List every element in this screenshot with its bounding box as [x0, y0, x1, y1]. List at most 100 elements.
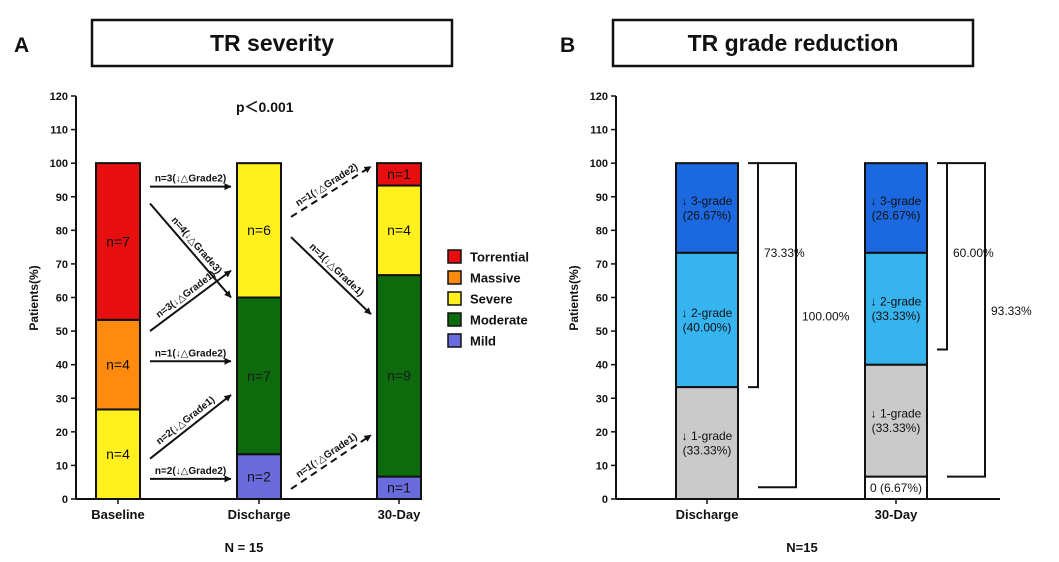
- panel-a-ylabel: Patients(%): [27, 265, 41, 330]
- chart-b-y-tick-label: 0: [602, 494, 608, 506]
- chart-b-bar-2-grade-discharge: [675, 251, 739, 389]
- chart-a-arrow-label: n=1(↑△Grade2): [294, 162, 360, 209]
- chart-a-transition-arrow: [149, 394, 232, 460]
- chart-a-legend-swatch-severe: [447, 291, 462, 306]
- chart-a-bar-moderate-30-day: [376, 274, 422, 478]
- chart-a-y-tick-label: 70: [56, 259, 68, 271]
- chart-b-y-tick-label: 30: [596, 393, 608, 405]
- chart-b-y-tick-label: 70: [596, 259, 608, 271]
- chart-b-bar-1-grade-30-day: [864, 363, 928, 478]
- chart-b-y-tick-label: 50: [596, 326, 608, 338]
- chart-b-bracket-label: 73.33%: [764, 246, 805, 260]
- chart-a-bar-torrential-30-day: [376, 162, 422, 187]
- panel-b-n-label: N=15: [786, 540, 817, 555]
- chart-b-data-label: (40.00%): [683, 320, 732, 334]
- chart-b-y-tick-label: 10: [596, 460, 608, 472]
- chart-a-data-label: n=4: [387, 222, 411, 238]
- chart-b-data-label: 0 (6.67%): [870, 481, 922, 495]
- chart-b-y-tick-label: 90: [596, 192, 608, 204]
- chart-a-arrow-label: n=3(↓△Grade2): [155, 174, 226, 185]
- chart-b-bracket-label: 93.33%: [991, 304, 1032, 318]
- chart-b-data-label: ↓ 3-grade: [682, 194, 733, 208]
- chart-a-y-tick-label: 80: [56, 225, 68, 237]
- chart-a-y-tick-label: 10: [56, 460, 68, 472]
- chart-b-data-label: (33.33%): [683, 443, 732, 457]
- chart-a-arrow-label: n=3(↓△Grade1): [154, 269, 218, 320]
- chart-a-y-tick-label: 60: [56, 293, 68, 305]
- chart-b-y-tick-label: 80: [596, 225, 608, 237]
- chart-b-y-tick-label: 110: [590, 125, 608, 137]
- panel-b-title: TR grade reduction: [688, 30, 899, 56]
- chart-a-data-label: n=2: [247, 469, 271, 485]
- chart-a-data-label: n=1: [387, 166, 411, 182]
- panel-a-n-label: N = 15: [225, 540, 264, 555]
- chart-a-data-label: n=4: [106, 357, 130, 373]
- chart-a-arrow-label: n=4(↓△Grade3): [169, 215, 224, 276]
- chart-b-y-tick-label: 60: [596, 293, 608, 305]
- chart-a-legend-swatch-moderate: [447, 312, 462, 327]
- panel-a-title: TR severity: [210, 30, 334, 56]
- chart-b-data-label: ↓ 1-grade: [682, 429, 733, 443]
- chart-b-bracket: [748, 162, 759, 389]
- chart-a-bar-massive-baseline: [95, 318, 141, 411]
- chart-a-y-tick-label: 40: [56, 360, 68, 372]
- chart-a-arrow-label: n=1(↓△Grade2): [155, 348, 226, 359]
- chart-a-legend-label-torrential: Torrential: [470, 250, 529, 265]
- chart-a-y-tick-label: 120: [50, 91, 68, 103]
- chart-b-y-tick-label: 100: [590, 158, 608, 170]
- chart-b-bracket: [937, 162, 948, 351]
- chart-a-arrow-label: n=1(↓△Grade1): [307, 242, 366, 299]
- chart-b-bracket: [947, 162, 986, 478]
- chart-b-y-tick-label: 120: [590, 91, 608, 103]
- panel-a-pvalue: p＜0.001: [236, 99, 294, 115]
- chart-a-y-tick-label: 0: [62, 494, 68, 506]
- chart-b-bar-2-grade-30-day: [864, 251, 928, 366]
- chart-b-data-label: (26.67%): [683, 208, 732, 222]
- chart-a: 0 10 20 30 40 50 60 70 80 90 100 110 120 n=4 n=4 n=7 Bas…: [50, 91, 529, 522]
- chart-a-transition-arrow: [290, 165, 372, 218]
- chart-a-legend-swatch-massive: [447, 270, 462, 285]
- chart-b-x-tick-label: Discharge: [676, 507, 739, 522]
- chart-a-transition-arrow: [149, 269, 232, 332]
- chart-a-arrow-label: n=1(↑△Grade1): [294, 431, 359, 480]
- chart-a-bar-torrential-baseline: [95, 162, 141, 321]
- chart-b-data-label: ↓ 3-grade: [871, 194, 922, 208]
- chart-b-bracket-label: 100.00%: [802, 309, 850, 323]
- chart-a-arrow-label: n=2(↓△Grade1): [154, 395, 217, 448]
- chart-b-data-label: ↓ 2-grade: [682, 306, 733, 320]
- chart-a-legend-label-mild: Mild: [470, 334, 496, 349]
- panel-b-ylabel: Patients(%): [567, 265, 581, 330]
- chart-a-bar-moderate-discharge: [236, 296, 282, 456]
- chart-a-legend-label-massive: Massive: [470, 271, 521, 286]
- chart-a-data-label: n=6: [247, 222, 271, 238]
- chart-a-x-tick-label: 30-Day: [378, 507, 421, 522]
- chart-a-y-tick-label: 100: [50, 158, 68, 170]
- chart-a-bar-severe-discharge: [236, 162, 282, 299]
- chart-a-x-tick-label: Discharge: [228, 507, 291, 522]
- chart-b-bracket-label: 60.00%: [953, 246, 994, 260]
- chart-b-data-label: (33.33%): [872, 309, 921, 323]
- chart-a-legend-swatch-mild: [447, 333, 462, 348]
- chart-b-y-tick-label: 20: [596, 427, 608, 439]
- chart-a-y-tick-label: 110: [50, 125, 68, 137]
- chart-a-arrow-label: n=2(↓△Grade2): [155, 466, 226, 477]
- chart-b-bar-3-grade-30-day: [864, 162, 928, 254]
- chart-b-x-tick-label: 30-Day: [875, 507, 918, 522]
- chart-a-y-tick-label: 90: [56, 192, 68, 204]
- chart-a-y-tick-label: 20: [56, 427, 68, 439]
- chart-b-data-label: ↓ 2-grade: [871, 295, 922, 309]
- chart-a-transition-arrow: [290, 434, 372, 490]
- chart-a-data-label: n=9: [387, 368, 411, 384]
- chart-a-transition-arrow: [290, 236, 372, 316]
- chart-a-y-tick-label: 30: [56, 393, 68, 405]
- chart-a-y-tick-label: 50: [56, 326, 68, 338]
- chart-b-data-label: ↓ 1-grade: [871, 407, 922, 421]
- chart-a-bar-severe-30-day: [376, 184, 422, 277]
- chart-a-data-label: n=4: [106, 446, 130, 462]
- chart-b-y-tick-label: 40: [596, 360, 608, 372]
- chart-a-x-tick-label: Baseline: [91, 507, 144, 522]
- chart-b-bar-1-grade-discharge: [675, 386, 739, 500]
- chart-b-data-label: (26.67%): [872, 208, 921, 222]
- chart-a-legend-swatch-torrential: [447, 249, 462, 264]
